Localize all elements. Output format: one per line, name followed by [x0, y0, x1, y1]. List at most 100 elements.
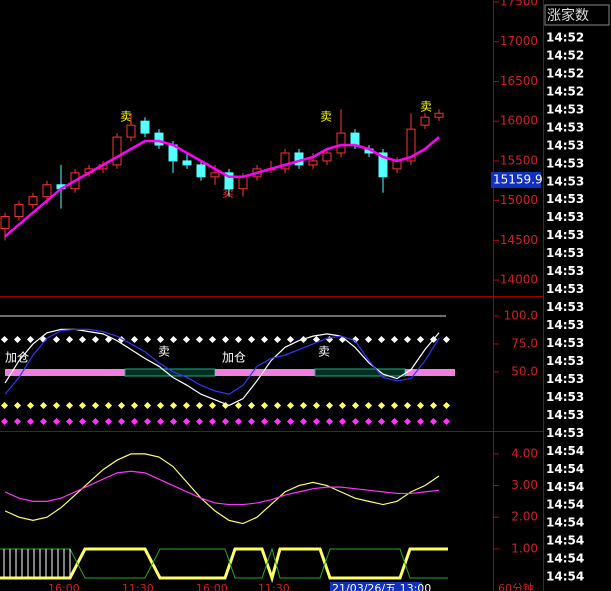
indicator-dot — [221, 335, 230, 344]
indicator-dot — [104, 417, 113, 426]
indicator-dot — [312, 401, 321, 410]
candle-body — [140, 120, 150, 134]
indicator-dot — [429, 417, 438, 426]
candle-body — [280, 152, 290, 170]
indicator-dot — [208, 335, 217, 344]
time-row: 14:53 — [546, 336, 584, 350]
indicator-dot — [195, 417, 204, 426]
x-label: 21/03/26/五 13:00 — [332, 582, 431, 591]
indicator-dot — [364, 417, 373, 426]
series-line — [4, 453, 440, 525]
y-tick-label: 14500 — [500, 233, 538, 247]
indicator-dot — [286, 401, 295, 410]
indicator-dot — [117, 417, 126, 426]
time-row: 14:53 — [546, 354, 584, 368]
indicator-dot — [286, 335, 295, 344]
indicator-dot — [416, 401, 425, 410]
y-tick-label: 50.0 — [511, 364, 538, 378]
indicator-dot — [442, 417, 451, 426]
indicator-dot — [429, 401, 438, 410]
time-row: 14:53 — [546, 102, 584, 116]
indicator-dot — [0, 401, 9, 410]
time-row: 14:54 — [546, 552, 584, 566]
indicator-dot — [338, 401, 347, 410]
time-row: 14:53 — [546, 318, 584, 332]
signal-bar — [405, 369, 455, 376]
signal: 卖 — [120, 110, 132, 124]
indicator-dot — [52, 417, 61, 426]
time-row: 14:53 — [546, 192, 584, 206]
indicator-dot — [299, 417, 308, 426]
indicator-dot — [91, 401, 100, 410]
indicator-dot — [312, 417, 321, 426]
indicator-dot — [182, 401, 191, 410]
y-tick-label: 16500 — [500, 74, 538, 88]
cursor-date-box — [330, 582, 422, 591]
candle-body — [434, 112, 444, 118]
time-row: 14:53 — [546, 282, 584, 296]
candle-body — [0, 216, 10, 229]
indicator-dot — [325, 401, 334, 410]
x-label: 60分钟 — [498, 581, 534, 591]
candle-body — [28, 196, 38, 206]
x-label: 16:00 — [48, 582, 80, 591]
time-row: 14:53 — [546, 372, 584, 386]
time-row: 14:53 — [546, 174, 584, 188]
y-tick-label: 15500 — [500, 153, 538, 167]
indicator-dot — [247, 401, 256, 410]
indicator-dot — [0, 417, 9, 426]
indicator-dot — [26, 401, 35, 410]
candle-body — [420, 116, 430, 126]
y-tick-label: 17000 — [500, 34, 538, 48]
indicator-dot — [78, 417, 87, 426]
indicator-dot — [65, 401, 74, 410]
candle-body — [238, 176, 248, 190]
candle-body — [42, 184, 52, 198]
indicator-dot — [39, 401, 48, 410]
indicator-dot — [247, 335, 256, 344]
time-row: 14:52 — [546, 84, 584, 98]
signal: 卖 — [158, 345, 170, 359]
indicator-dot — [260, 401, 269, 410]
time-row: 14:53 — [546, 246, 584, 260]
candle-body — [322, 152, 332, 162]
time-row: 14:53 — [546, 426, 584, 440]
indicator-dot — [351, 417, 360, 426]
indicator-dot — [143, 335, 152, 344]
indicator-dot — [403, 417, 412, 426]
time-row: 14:54 — [546, 498, 584, 512]
time-row: 14:52 — [546, 48, 584, 62]
time-row: 14:53 — [546, 264, 584, 278]
y-tick-label: 100.0 — [504, 309, 538, 323]
signal-bar — [215, 369, 315, 376]
y-tick-label: 2.00 — [511, 510, 538, 524]
indicator-dot — [221, 417, 230, 426]
indicator-dot — [390, 401, 399, 410]
candle-body — [14, 204, 24, 218]
indicator-dot — [65, 335, 74, 344]
signal-bar — [5, 369, 125, 376]
y-tick-label: 14000 — [500, 273, 538, 287]
indicator-dot — [52, 335, 61, 344]
indicator-dot — [286, 417, 295, 426]
indicator-dot — [182, 417, 191, 426]
indicator-dot — [195, 401, 204, 410]
indicator-dot — [52, 401, 61, 410]
time-row: 14:53 — [546, 390, 584, 404]
indicator-dot — [130, 335, 139, 344]
y-tick-label: 4.00 — [511, 446, 538, 460]
series-line — [4, 470, 440, 506]
time-row: 14:54 — [546, 444, 584, 458]
candle-body — [308, 160, 318, 166]
indicator-dot — [13, 417, 22, 426]
indicator-dot — [78, 335, 87, 344]
time-row: 14:53 — [546, 300, 584, 314]
annotations: 卖 卖 卖 卖 加仓 加仓 卖 卖 — [5, 100, 432, 365]
indicator-dot — [390, 335, 399, 344]
signal: 卖 — [318, 345, 330, 359]
time-row: 14:52 — [546, 66, 584, 80]
candle-body — [196, 164, 206, 178]
indicator-dot — [442, 335, 451, 344]
indicator-dot — [195, 335, 204, 344]
column-header-box — [544, 4, 610, 26]
